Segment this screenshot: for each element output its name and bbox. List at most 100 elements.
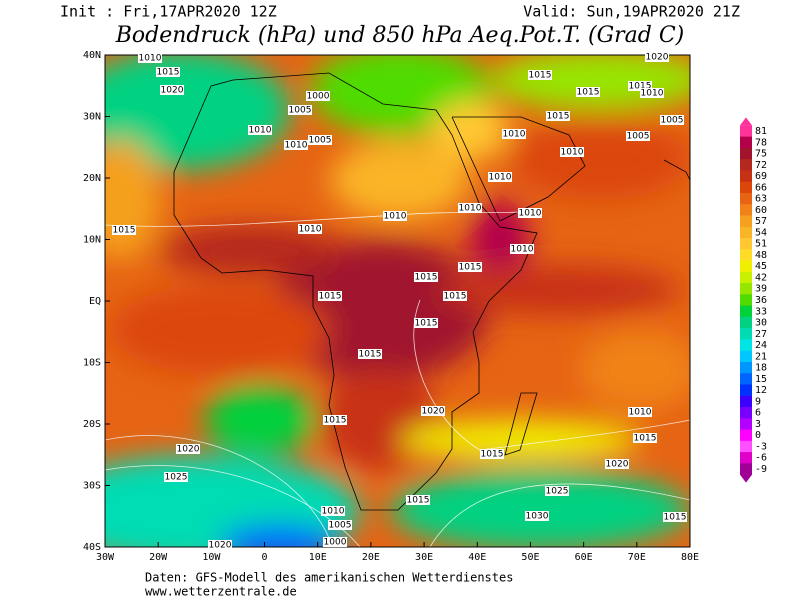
- legend-swatch: [740, 384, 752, 397]
- init-time: Init : Fri,17APR2020 12Z: [60, 3, 277, 21]
- isobar-label-box: [458, 262, 482, 272]
- legend-swatch: [740, 429, 752, 442]
- lon-label: 10W: [202, 552, 221, 563]
- lat-label: 30S: [83, 481, 101, 492]
- isobar-label: 1010: [489, 173, 512, 183]
- legend-label: 63: [755, 194, 767, 205]
- isobar-label: 1015: [529, 71, 552, 81]
- legend-swatch: [740, 283, 752, 295]
- isobar-label-box: [626, 131, 650, 141]
- isobar-label-box: [488, 172, 512, 182]
- lon-label: 10E: [309, 552, 327, 563]
- lat-label: 40N: [83, 50, 101, 61]
- isobar-label-box: [640, 88, 664, 98]
- isobar-label: 1010: [561, 148, 584, 158]
- valid-time: Valid: Sun,19APR2020 21Z: [523, 3, 740, 21]
- isobar-label: 1005: [309, 136, 332, 146]
- isobar-label-box: [323, 537, 347, 547]
- lon-label: 60E: [575, 552, 593, 563]
- lon-label: 30E: [415, 552, 433, 563]
- legend-swatch: [740, 147, 752, 160]
- legend-swatch: [740, 192, 752, 205]
- isobar-label: 1020: [422, 407, 445, 417]
- isobar-label-box: [306, 91, 330, 101]
- isobar-label-box: [525, 511, 549, 521]
- isobar-label: 1000: [324, 538, 347, 548]
- legend-swatch: [740, 226, 752, 239]
- isobar-label-box: [406, 495, 430, 505]
- isobar-label: 1015: [481, 450, 504, 460]
- isobar-label-box: [288, 105, 312, 115]
- legend-label: 39: [755, 284, 767, 295]
- legend-label: 66: [755, 182, 767, 193]
- legend-label: 30: [755, 318, 767, 329]
- isobar-label-box: [323, 415, 347, 425]
- isobar-label-box: [502, 129, 526, 139]
- isobar-label-box: [458, 203, 482, 213]
- isobar-label: 1010: [459, 204, 482, 214]
- isobar-label-box: [628, 407, 652, 417]
- legend-label: 27: [755, 329, 767, 340]
- legend-label: 42: [755, 272, 767, 283]
- legend-label: 0: [755, 430, 761, 441]
- legend-swatch: [740, 316, 752, 329]
- isobar-label-box: [248, 125, 272, 135]
- isobar-label-box: [160, 85, 184, 95]
- legend-swatch: [740, 215, 752, 228]
- legend-label: 51: [755, 239, 767, 250]
- isobar-label: 1015: [634, 434, 657, 444]
- legend-label: -6: [755, 453, 767, 464]
- isobar-label-box: [208, 540, 232, 550]
- isobar-label: 1020: [606, 460, 629, 470]
- isobar-label-box: [176, 444, 200, 454]
- legend-swatch: [740, 181, 752, 194]
- lon-label: 20E: [362, 552, 380, 563]
- legend-label: 69: [755, 171, 767, 182]
- isobar-label: 1015: [459, 263, 482, 273]
- isobar-label: 1030: [526, 512, 549, 522]
- legend-swatch: [740, 294, 752, 307]
- legend-swatch: [740, 204, 752, 216]
- isobar-label: 1015: [324, 416, 347, 426]
- legend-swatch: [740, 260, 752, 273]
- isobar-label-box: [284, 140, 308, 150]
- legend-label: 36: [755, 295, 767, 306]
- legend-label: 75: [755, 149, 767, 160]
- legend-swatch: [740, 350, 752, 363]
- legend-label: 6: [755, 408, 761, 419]
- legend-swatch: [740, 373, 752, 385]
- isobar-label: 1010: [511, 245, 534, 255]
- legend-swatch: [740, 305, 752, 318]
- isobar-label: 1015: [629, 82, 652, 92]
- lon-label: 20W: [149, 552, 168, 563]
- legend-label: 48: [755, 250, 767, 261]
- lon-label: 70E: [628, 552, 646, 563]
- legend-label: 15: [755, 374, 767, 385]
- lon-label: 0: [262, 552, 268, 563]
- legend-label: 72: [755, 160, 767, 171]
- footer-url: www.wetterzentrale.de: [145, 585, 297, 599]
- lon-label: 30W: [96, 552, 115, 563]
- isobar-label-box: [112, 225, 136, 235]
- isobar-label: 1020: [209, 541, 232, 551]
- lat-label: 20S: [83, 419, 101, 430]
- isobar-label: 1015: [415, 273, 438, 283]
- isobar-label-box: [358, 349, 382, 359]
- isobar-label: 1015: [319, 292, 342, 302]
- legend-swatch: [740, 136, 752, 149]
- legend-label: 9: [755, 396, 761, 407]
- legend-label: 3: [755, 419, 761, 430]
- isobar-label-box: [576, 87, 600, 97]
- legend-label: 81: [755, 126, 767, 137]
- isobar-label: 1005: [661, 116, 684, 126]
- legend-swatch: [740, 170, 752, 183]
- legend-swatch: [740, 440, 752, 453]
- legend-swatch: [740, 407, 752, 419]
- isobar-label-box: [156, 67, 180, 77]
- isobar-label-box: [138, 53, 162, 63]
- lat-label: 10S: [83, 358, 101, 369]
- lon-label: 40E: [468, 552, 486, 563]
- legend-label: 12: [755, 385, 767, 396]
- isobar-label: 1010: [503, 130, 526, 140]
- isobar-label: 1010: [285, 141, 308, 151]
